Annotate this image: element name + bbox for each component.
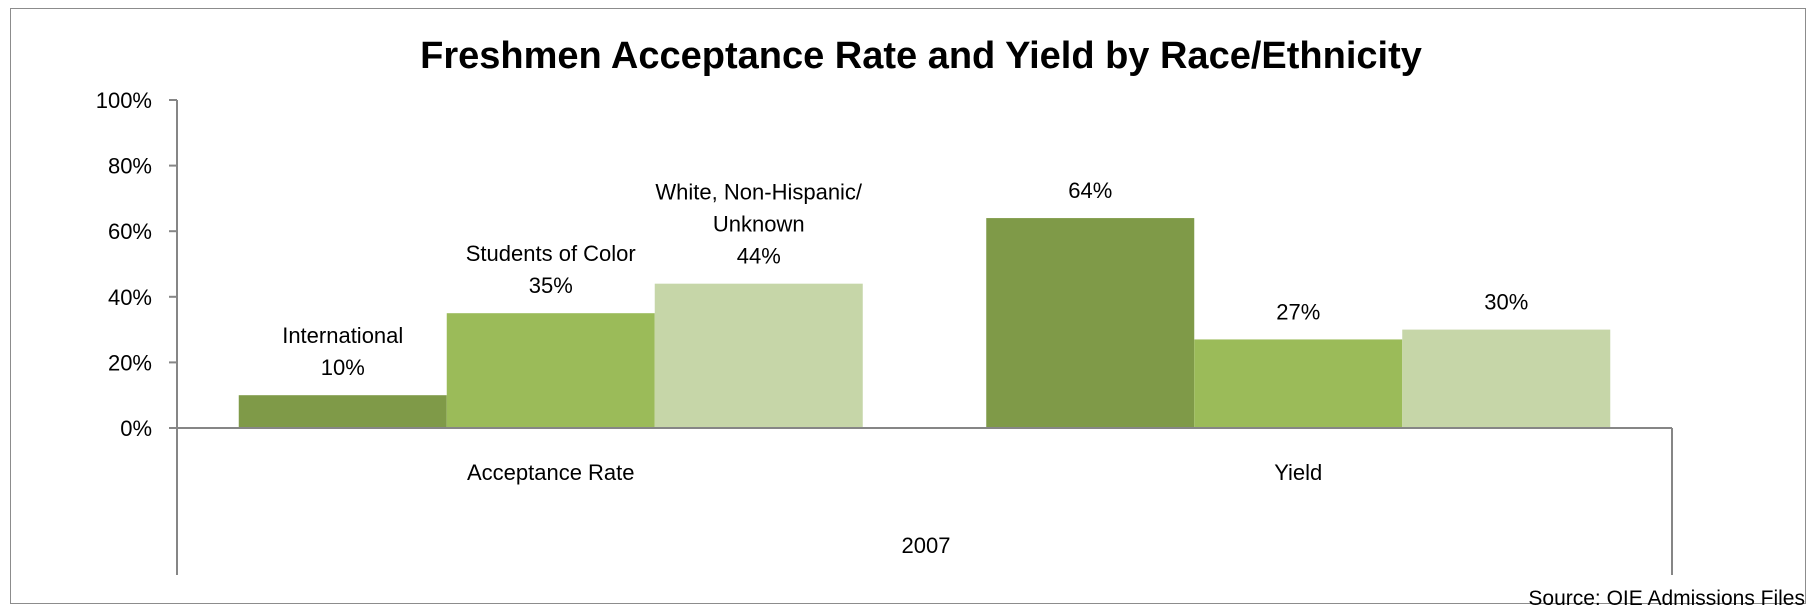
- chart-title: Freshmen Acceptance Rate and Yield by Ra…: [420, 35, 1422, 77]
- data-label: 10%: [321, 355, 365, 380]
- bar-international-yield: [986, 218, 1195, 428]
- bar-students-of-color-acceptance-rate: [446, 313, 655, 428]
- data-label: Students of Color: [466, 241, 636, 266]
- bars: [238, 218, 1611, 428]
- bar-white-non-hispanic-unknown-yield: [1402, 329, 1611, 428]
- x-category-label: Acceptance Rate: [467, 460, 635, 485]
- source-note: Source: OIE Admissions Files: [1528, 587, 1805, 609]
- bar-white-non-hispanic-unknown-acceptance-rate: [654, 283, 863, 428]
- bar-students-of-color-yield: [1194, 339, 1403, 428]
- y-tick-label: 20%: [108, 350, 152, 375]
- data-label: White, Non-Hispanic/: [655, 180, 863, 205]
- y-tick-label: 40%: [108, 285, 152, 310]
- y-tick-label: 60%: [108, 219, 152, 244]
- bar-international-acceptance-rate: [238, 395, 447, 428]
- chart-frame: [10, 8, 1806, 604]
- y-tick-label: 100%: [96, 88, 152, 113]
- x-category-label: Yield: [1274, 460, 1322, 485]
- x-axis: Acceptance Rate Yield: [177, 427, 1673, 575]
- y-tick-label: 80%: [108, 154, 152, 179]
- data-label: Unknown: [713, 212, 805, 237]
- x-group-label: 2007: [902, 533, 951, 558]
- data-label: 35%: [529, 273, 573, 298]
- data-label: 44%: [737, 244, 781, 269]
- data-label: 30%: [1484, 290, 1528, 315]
- data-labels: International 10% Students of Color 35% Whit…: [282, 178, 1528, 380]
- y-axis: 0% 20% 40% 60% 80% 100%: [96, 88, 178, 575]
- y-tick-label: 0%: [120, 416, 152, 441]
- data-label: 27%: [1276, 299, 1320, 324]
- data-label: 64%: [1068, 178, 1112, 203]
- data-label: International: [282, 323, 403, 348]
